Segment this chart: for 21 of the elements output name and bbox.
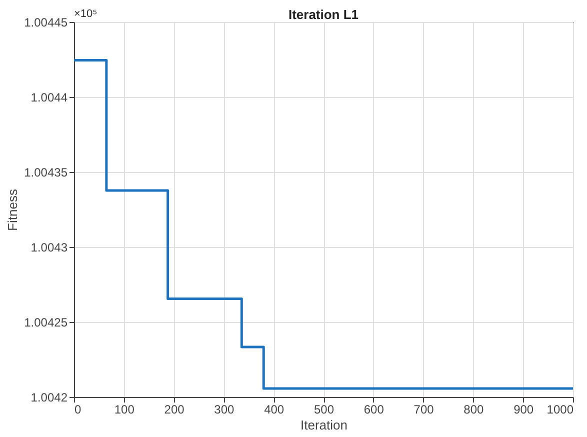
x-tick-label: 900 [514, 402, 534, 416]
y-tick-label: 1.0044 [30, 90, 68, 104]
y-tick-label: 1.00435 [24, 166, 68, 180]
x-tick-label: 700 [414, 402, 434, 416]
y-tick-label: 1.00425 [24, 316, 68, 330]
x-tick-label: 600 [364, 402, 384, 416]
y-tick-label: 1.0043 [30, 240, 68, 254]
y-tick-label: 1.00445 [24, 16, 68, 30]
x-tick-label: 500 [314, 402, 334, 416]
y-tick-label: 1.0042 [30, 390, 68, 404]
y-axis-title: Fitness [5, 188, 20, 231]
x-tick-label: 800 [464, 402, 484, 416]
x-tick-label: 400 [264, 402, 284, 416]
x-axis-title: Iteration [300, 418, 348, 432]
x-tick-label: 200 [164, 402, 185, 416]
x-tick-label: 1000 [546, 402, 574, 416]
x-tick-label: 0 [74, 402, 82, 416]
x-tick-label: 100 [114, 402, 135, 416]
text: ×10⁵ [74, 8, 98, 20]
x-tick-label: 300 [214, 402, 235, 416]
chart-title: Iteration L1 [288, 7, 359, 22]
